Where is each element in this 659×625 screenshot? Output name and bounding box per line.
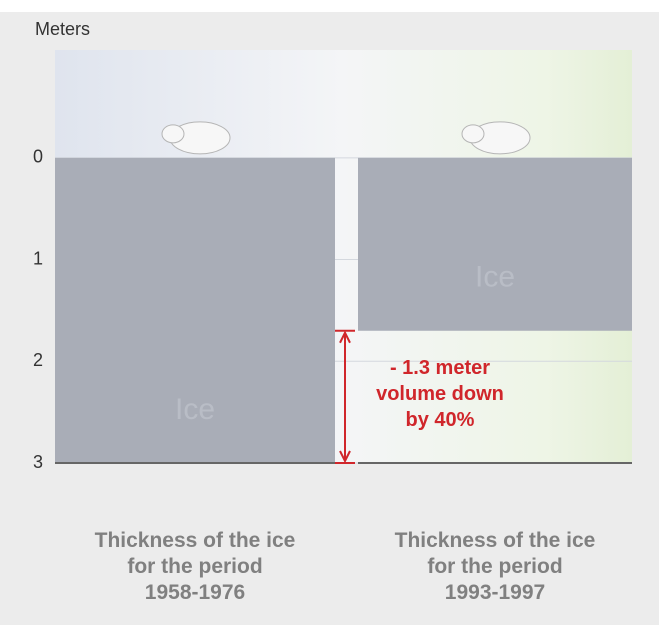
x-tick-label: Thickness of the ice for the period 1958…	[94, 529, 296, 604]
polar-bear-head	[461, 124, 485, 144]
y-tick-label: 1	[33, 248, 43, 268]
bar	[55, 157, 335, 464]
bar	[358, 157, 632, 331]
arrow-head	[339, 450, 351, 464]
y-tick-label: 0	[33, 147, 43, 167]
y-tick-label: 2	[33, 350, 43, 370]
arrow-head	[339, 330, 351, 344]
polar-bear-head	[161, 124, 185, 144]
x-tick-label: Thickness of the ice for the period 1993…	[394, 529, 596, 604]
bar-label: Ice	[475, 261, 515, 294]
y-tick-label: 3	[33, 452, 43, 472]
bar-label: Ice	[175, 393, 215, 426]
annotation: - 1.3 meter volume down by 40%	[376, 357, 504, 431]
top-strip	[0, 0, 659, 12]
y-axis-label: Meters	[35, 19, 90, 39]
